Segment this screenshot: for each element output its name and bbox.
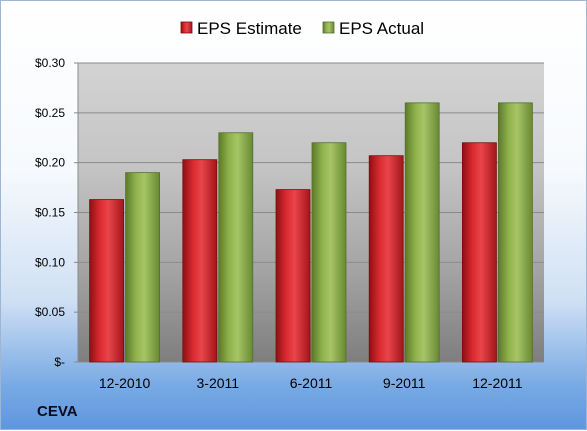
y-tick-label: $0.20	[35, 156, 65, 170]
ticker-label: CEVA	[37, 403, 78, 420]
x-category-label: 6-2011	[290, 375, 333, 391]
eps-estimate-bar	[275, 189, 311, 363]
eps-actual-bar	[404, 102, 440, 363]
x-category-label: 9-2011	[383, 375, 426, 391]
x-category-label: 12-2010	[99, 375, 151, 391]
eps-actual-bar	[311, 142, 347, 363]
eps-actual-bar	[218, 132, 254, 363]
eps-estimate-bar	[182, 159, 218, 363]
y-tick-label: $0.15	[35, 206, 65, 220]
y-tick-label: $0.30	[35, 56, 65, 70]
x-category-label: 3-2011	[197, 375, 240, 391]
legend-swatch	[322, 21, 335, 34]
y-tick-label: $-	[54, 355, 65, 369]
legend-label: EPS Actual	[339, 19, 424, 38]
y-tick-label: $0.10	[35, 255, 65, 269]
legend: EPS Estimate EPS Actual	[180, 19, 424, 38]
eps-estimate-bar	[368, 155, 404, 363]
x-category-label: 12-2011	[472, 375, 523, 391]
eps-estimate-bar	[89, 199, 124, 363]
x-axis-categories: 12-2010 3-2011 6-2011 9-2011 12-2011	[99, 375, 523, 391]
y-axis-ticks: $- $0.05 $0.10 $0.15 $0.20 $0.25 $0.30	[35, 56, 65, 369]
y-tick-label: $0.25	[35, 106, 65, 120]
bars	[89, 102, 533, 363]
eps-actual-bar	[125, 172, 160, 363]
legend-swatch	[180, 21, 193, 34]
y-tick-label: $0.05	[35, 305, 65, 319]
eps-actual-bar	[497, 102, 533, 363]
legend-label: EPS Estimate	[197, 19, 302, 38]
eps-estimate-bar	[461, 142, 497, 363]
